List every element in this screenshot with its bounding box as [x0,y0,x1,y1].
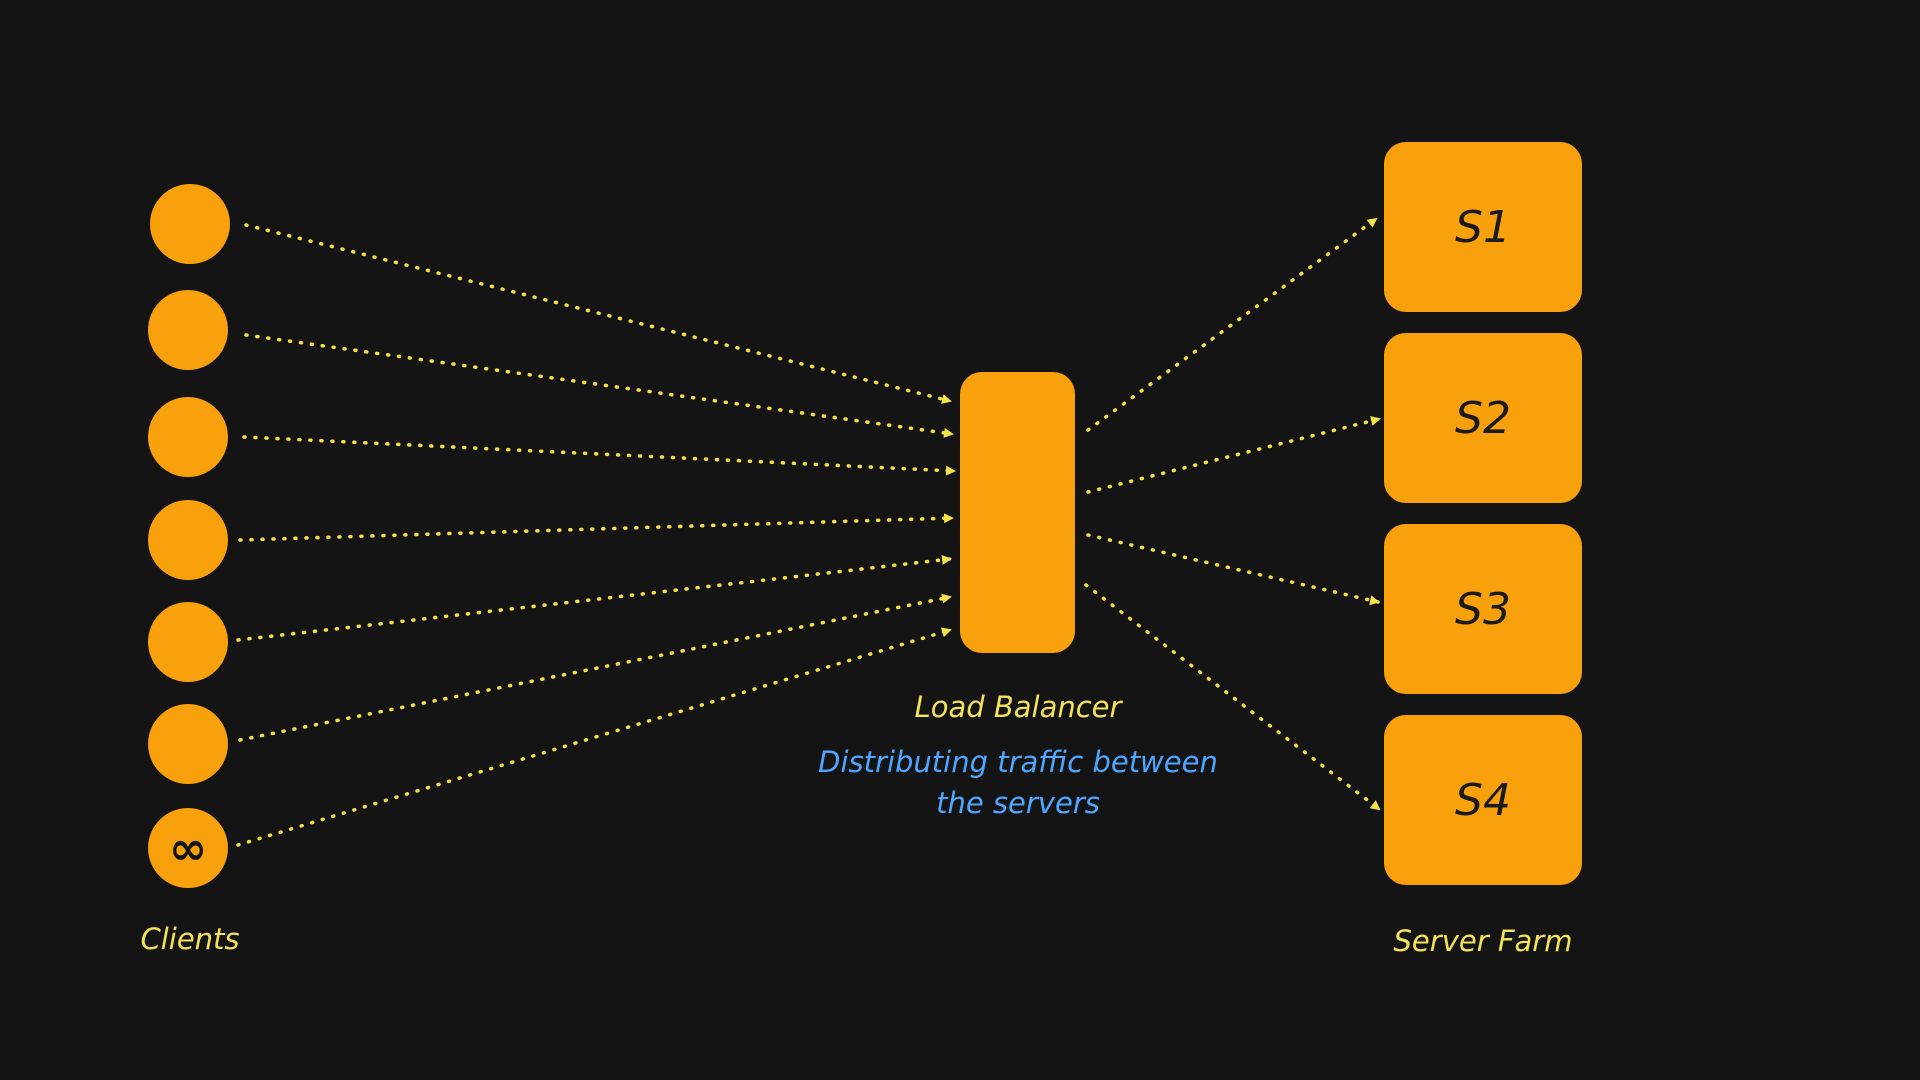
server-label: S3 [1455,583,1511,635]
client-node [148,397,228,477]
client-node-infinity: ∞ [148,808,228,888]
load-balancer-description-line: Distributing traffic between [818,745,1218,779]
server-label: S4 [1455,774,1511,826]
client-to-load-balancer-arrow [244,333,954,438]
server-label: S2 [1455,392,1511,444]
server-farm-label: Server Farm [1393,924,1573,958]
client-node [148,290,228,370]
server-s4: S4 [1384,715,1582,885]
server-label: S1 [1455,201,1511,253]
client-to-load-balancer-arrow [238,513,954,542]
clients-label: Clients [140,922,240,956]
server-s3: S3 [1384,524,1582,694]
client-node [150,184,230,264]
client-node [148,704,228,784]
client-to-load-balancer-arrow [244,223,952,404]
client-to-load-balancer-arrow [236,554,952,642]
load-balancer-description: Distributing traffic between the servers [800,742,1236,824]
load-balancer-description-line: the servers [936,786,1100,820]
client-to-load-balancer-arrow [238,593,952,742]
load-balancer-to-server-arrow [1084,583,1381,811]
client-node [148,500,228,580]
load-balancer-to-server-arrow [1086,217,1378,432]
server-s1: S1 [1384,142,1582,312]
client-to-load-balancer-arrow [242,435,956,476]
load-balancer-to-server-arrow [1086,533,1380,606]
load-balancer-to-server-arrow [1086,416,1381,494]
load-balancer-node [960,372,1075,653]
server-s2: S2 [1384,333,1582,503]
client-node [148,602,228,682]
load-balancer-label: Load Balancer [914,690,1122,724]
